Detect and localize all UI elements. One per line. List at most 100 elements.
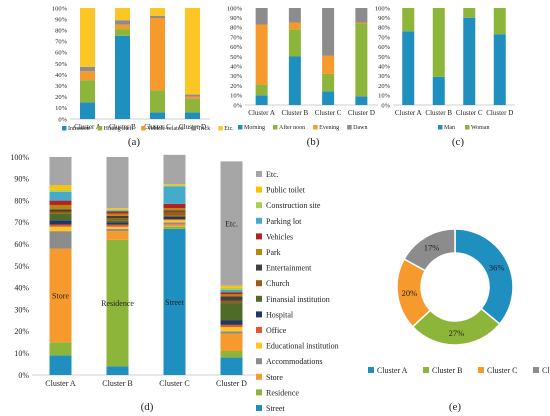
bar-annotation: Etc. — [225, 219, 238, 228]
bar-segment — [49, 211, 72, 214]
bar-segment — [220, 294, 243, 297]
legend-swatch — [256, 233, 262, 240]
y-tick-label: 50% — [14, 262, 29, 271]
y-tick-label: 60% — [230, 44, 243, 51]
y-tick-label: 10% — [14, 349, 29, 358]
legend-swatch — [368, 367, 374, 373]
y-tick-label: 10% — [230, 93, 243, 100]
bar-segment — [49, 213, 72, 221]
legend-swatch — [256, 327, 262, 333]
legend-swatch — [256, 311, 262, 318]
x-tick-label: Cluster B — [109, 123, 136, 131]
bar-segment — [288, 8, 301, 23]
y-tick-label: 0% — [233, 102, 242, 109]
x-tick-label: Cluster D — [216, 379, 247, 388]
bar-segment — [163, 226, 186, 229]
legend-label: Park — [266, 248, 281, 257]
bar-segment — [255, 8, 268, 25]
bar-segment — [163, 219, 186, 221]
legend-label: Man — [444, 125, 455, 131]
bar-segment — [163, 215, 186, 217]
x-tick-label: Cluster A — [45, 379, 76, 388]
y-tick-label: 100% — [375, 5, 391, 12]
legend-swatch — [256, 373, 262, 380]
y-tick-label: 30% — [55, 83, 68, 90]
y-tick-label: 10% — [378, 93, 391, 100]
y-tick-label: 40% — [14, 284, 29, 293]
legend-swatch — [256, 405, 262, 411]
bar-segment — [106, 231, 129, 240]
bar-segment — [355, 96, 368, 105]
pie-slice — [403, 228, 456, 272]
bar-segment — [106, 209, 129, 211]
bar-segment — [288, 56, 301, 105]
bar-segment — [106, 218, 129, 221]
pie-slice — [454, 228, 514, 326]
bar-segment — [150, 90, 165, 113]
bar-segment — [463, 17, 476, 106]
legend-label: Educational institution — [266, 342, 339, 351]
bar-segment — [49, 191, 72, 201]
bar-segment — [432, 8, 445, 77]
bar-segment — [163, 222, 186, 225]
legend-swatch — [347, 125, 352, 130]
bar-annotation: Store — [52, 291, 69, 300]
legend-swatch — [256, 186, 262, 193]
y-tick-label: 70% — [55, 39, 68, 46]
bar-segment — [288, 22, 301, 30]
legend-label: Public toilet — [266, 186, 306, 195]
slice-label: 20% — [402, 288, 418, 298]
legend-label: After noon — [279, 124, 305, 131]
y-tick-label: 20% — [55, 94, 68, 101]
bar-segment — [493, 8, 506, 35]
legend-swatch — [423, 367, 429, 373]
bar-segment — [163, 211, 186, 216]
x-tick-label: Cluster C — [315, 109, 342, 117]
bar-segment — [150, 17, 165, 91]
y-tick-label: 30% — [230, 73, 243, 80]
panel-d: 0% 10% 20% 30% 40% 50% 60% 70% 80% 90% 100% Cluster… — [10, 153, 339, 413]
legend-label: Cluster C — [487, 366, 517, 375]
legend-swatch — [464, 125, 470, 130]
bar-segment — [220, 327, 243, 332]
bar-segment — [185, 8, 200, 95]
legend-swatch — [273, 125, 278, 130]
bar-segment — [255, 84, 268, 96]
legend-swatch — [256, 264, 262, 271]
bar-segment — [163, 184, 186, 186]
bar-segment — [49, 224, 72, 227]
y-tick-label: 100% — [227, 5, 243, 12]
legend-label: Cluster B — [432, 366, 462, 375]
legend-swatch — [256, 249, 262, 255]
bar-segment — [106, 157, 129, 209]
legend-label: Evening — [319, 125, 339, 131]
y-tick-label: 80% — [230, 25, 243, 32]
bar-segment — [220, 287, 243, 290]
y-tick-label: 0% — [58, 116, 67, 123]
bar-segment — [49, 226, 72, 232]
bar-segment — [322, 73, 335, 92]
legend-label: Vehicles — [266, 232, 293, 241]
bar-segment — [80, 66, 95, 72]
bar-segment — [288, 29, 301, 57]
legend-label: Trick — [197, 126, 210, 132]
bar-segment — [115, 35, 130, 119]
legend-swatch — [62, 126, 67, 131]
legend-label: Church — [266, 279, 290, 288]
bar-segment — [163, 210, 186, 212]
y-tick-label: 0% — [18, 371, 29, 380]
bar-segment — [220, 320, 243, 325]
legend-label: Hitting theft — [104, 125, 134, 132]
bar-segment — [49, 200, 72, 205]
bar-segment — [463, 8, 476, 18]
legend-label: Street — [266, 404, 285, 413]
bar-segment — [106, 213, 129, 216]
legend-swatch — [256, 202, 262, 209]
bar-segment — [106, 224, 129, 227]
legend-label: Dawn — [353, 125, 367, 131]
bar-segment — [322, 91, 335, 105]
panel-e: 36% 27% 20% 17% Cluster A Cluster B Cluster C C… — [368, 228, 550, 413]
legend-label: Etc. — [266, 170, 279, 179]
bar-segment — [150, 8, 165, 16]
